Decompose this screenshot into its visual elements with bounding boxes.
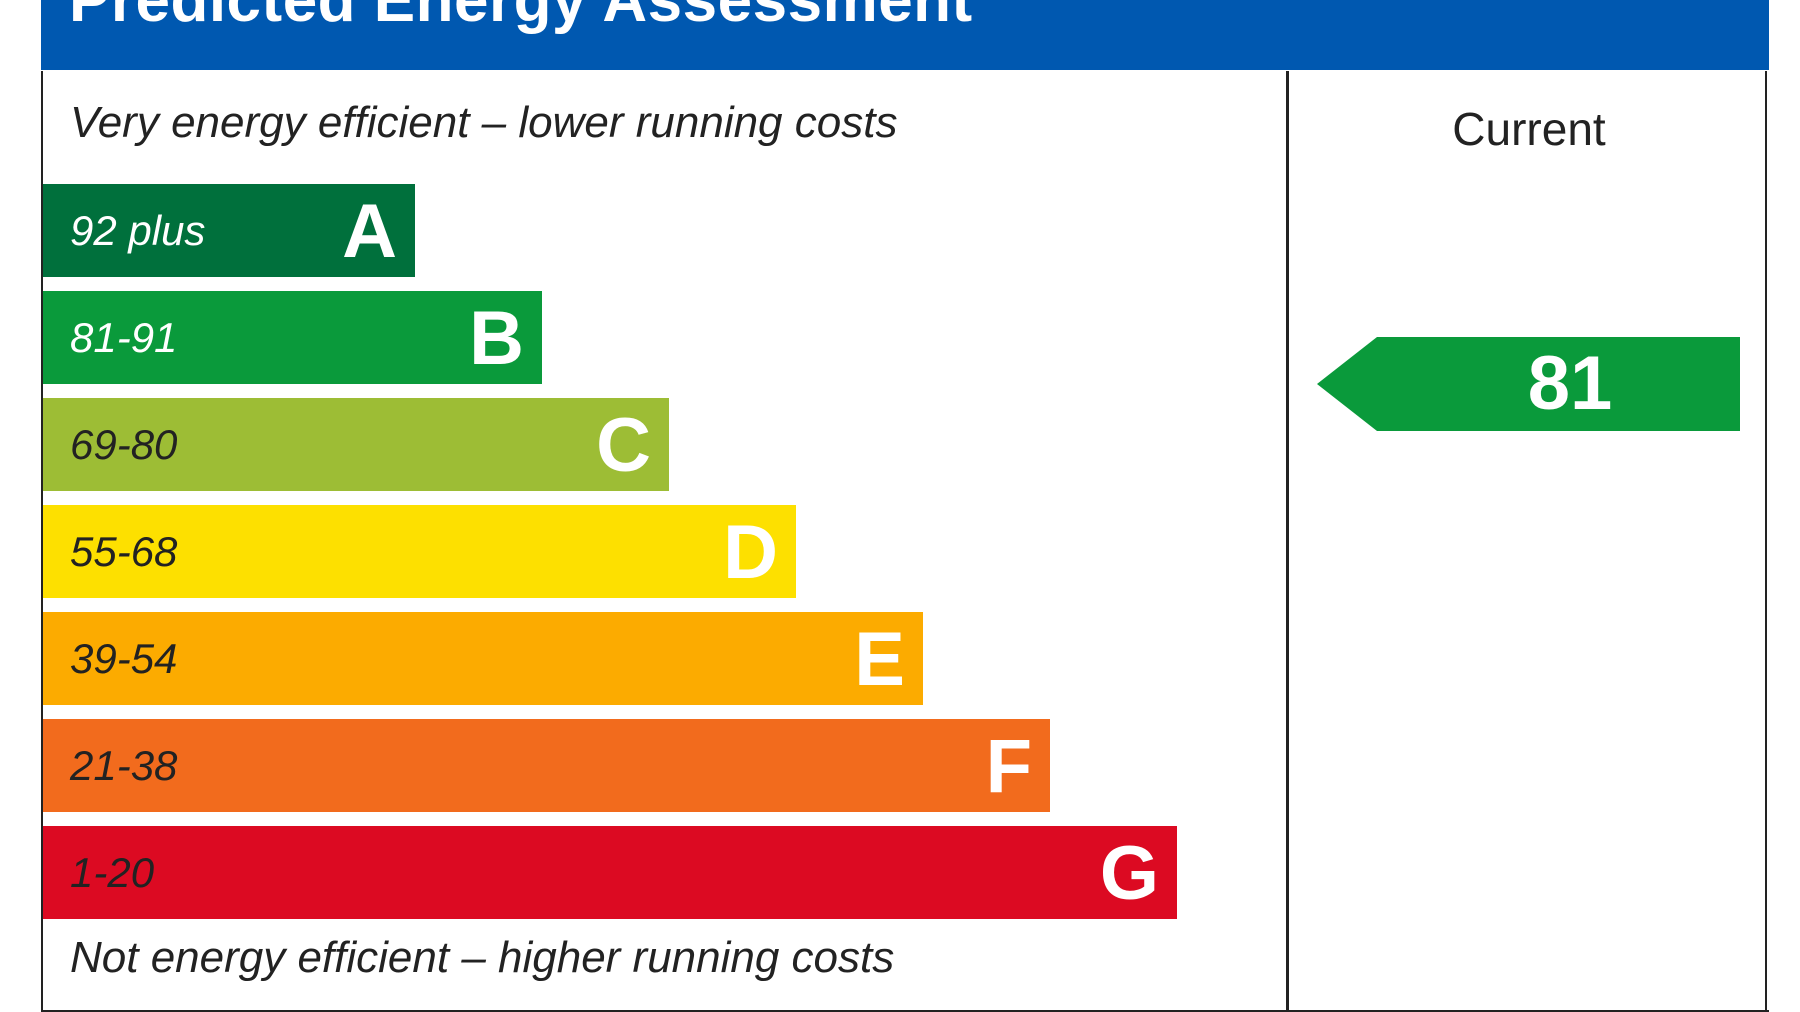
band-b: 81-91 B bbox=[43, 291, 542, 384]
bottom-caption: Not energy efficient – higher running co… bbox=[70, 933, 895, 982]
band-range-label: 1-20 bbox=[70, 849, 155, 896]
band-range-label: 21-38 bbox=[70, 742, 178, 789]
band-e: 39-54 E bbox=[43, 612, 923, 705]
band-range-label: 92 plus bbox=[70, 207, 206, 254]
band-range-label: 81-91 bbox=[70, 314, 178, 361]
band-c: 69-80 C bbox=[43, 398, 669, 491]
band-a: 92 plus A bbox=[43, 184, 415, 277]
band-letter: B bbox=[469, 296, 524, 381]
current-rating-arrow-shape bbox=[1317, 337, 1740, 431]
band-letter: A bbox=[342, 189, 397, 274]
current-column-header: Current bbox=[1452, 103, 1606, 155]
frame-bottom-border bbox=[41, 1010, 1769, 1012]
current-rating-value: 81 bbox=[1527, 341, 1613, 426]
current-rating-arrow bbox=[1317, 337, 1740, 431]
band-letter: D bbox=[723, 510, 778, 595]
band-letter: F bbox=[985, 724, 1032, 809]
chart-frame bbox=[41, 71, 1767, 1011]
band-d: 55-68 D bbox=[43, 505, 796, 598]
band-range-label: 69-80 bbox=[70, 421, 178, 468]
band-g: 1-20 G bbox=[43, 826, 1177, 919]
band-letter: C bbox=[596, 403, 651, 488]
band-f: 21-38 F bbox=[43, 719, 1050, 812]
band-letter: E bbox=[854, 617, 905, 702]
band-range-label: 39-54 bbox=[70, 635, 178, 682]
top-caption: Very energy efficient – lower running co… bbox=[70, 98, 898, 147]
band-range-label: 55-68 bbox=[70, 528, 178, 575]
column-divider bbox=[1286, 71, 1289, 1012]
page-title: Predicted Energy Assessment bbox=[69, 0, 973, 35]
band-letter: G bbox=[1099, 831, 1159, 916]
header-bar: Predicted Energy Assessment bbox=[41, 0, 1769, 70]
